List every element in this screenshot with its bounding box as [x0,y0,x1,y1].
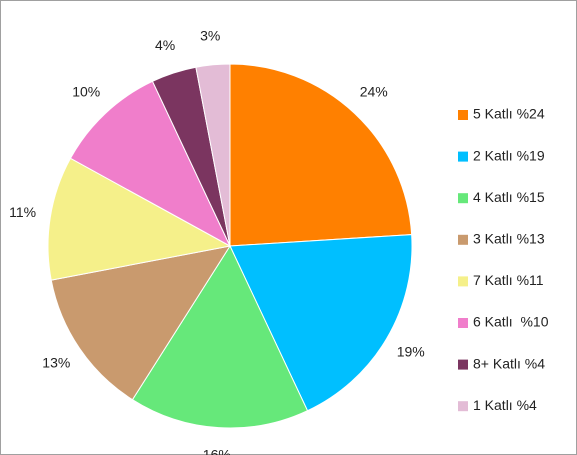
data-label: 19% [397,344,425,360]
legend-swatch [458,359,468,370]
pie-slice [69,80,232,248]
pie-slice [50,245,232,401]
legend-label: 4 Katlı %15 [473,189,545,205]
legend-label: 6 Katlı %10 [473,314,549,330]
pie-slice [229,234,413,412]
legend-label: 7 Katlı %11 [473,272,544,288]
legend-swatch [458,234,468,245]
legend-label: 3 Katlı %13 [473,231,545,247]
legend-swatch [458,110,468,120]
legend-label: 1 Katlı %4 [473,397,537,413]
data-label: 16% [203,446,231,455]
legend-swatch [458,193,468,204]
legend-label: 5 Katlı %24 [473,106,545,122]
pie-slice [229,63,413,247]
pie-slice [47,157,232,281]
legend-label: 8+ Katlı %4 [473,355,545,371]
data-label: 3% [200,28,220,44]
data-label: 11% [9,204,36,220]
legend-swatch [458,151,468,162]
legend-swatch [458,401,468,412]
legend-label: 2 Katlı %19 [473,147,545,163]
pie-slice [131,244,309,429]
data-label: 13% [42,355,70,371]
legend-swatch [458,276,468,287]
pie-slice [195,63,231,247]
data-label: 4% [155,37,175,53]
data-label: 10% [72,84,100,100]
legend-swatch [458,318,468,328]
data-label: 24% [360,84,388,100]
